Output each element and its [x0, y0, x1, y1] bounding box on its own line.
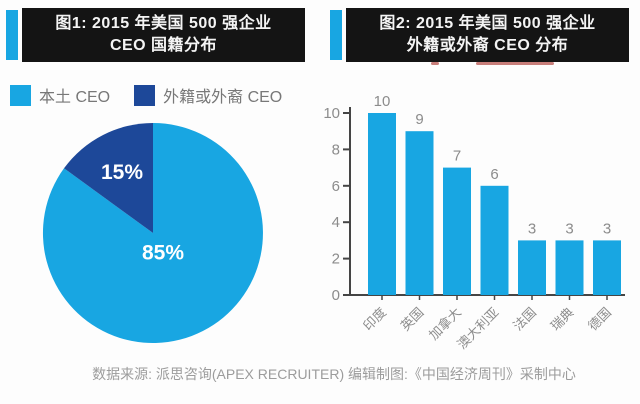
y-axis-tick-label: 8	[332, 141, 340, 158]
figure1-title: 图1: 2015 年美国 500 强企业 CEO 国籍分布	[22, 8, 305, 62]
pie-slice-label: 85%	[142, 242, 184, 265]
figure2-title-line2: 外籍或外裔 CEO 分布	[406, 37, 569, 54]
legend-item-foreign: 外籍或外裔 CEO	[134, 83, 282, 107]
bar-澳大利亚	[480, 185, 509, 295]
pie-slice	[64, 123, 153, 233]
bar-印度	[368, 113, 396, 295]
y-axis-tick-label: 2	[332, 251, 340, 268]
bar-value-label: 10	[374, 93, 391, 110]
figure1-title-line2: CEO 国籍分布	[109, 37, 218, 54]
legend-swatch-foreign	[134, 84, 156, 106]
pie-slice-label: 15%	[101, 161, 143, 184]
x-axis-category-label: 法国	[510, 305, 539, 334]
x-axis-category-label: 德国	[585, 305, 614, 334]
bar-value-label: 3	[565, 220, 573, 237]
y-axis-tick-label: 10	[323, 105, 340, 122]
bar-加拿大	[443, 167, 471, 295]
figure1-accent-bar	[6, 10, 18, 60]
source-caption: 数据来源: 派思咨询(APEX RECRUITER) 编辑制图:《中国经济周刊》…	[92, 366, 576, 382]
bar-value-label: 3	[528, 220, 536, 237]
legend-label-domestic: 本土 CEO	[39, 89, 111, 106]
figure1-title-line1: 图1: 2015 年美国 500 强企业	[55, 14, 272, 32]
x-axis-category-label: 澳大利亚	[454, 305, 501, 352]
bar-瑞典	[555, 240, 584, 295]
bar-德国	[593, 240, 621, 295]
y-axis-tick-label: 6	[332, 178, 340, 195]
pie-chart: 85% 15%	[42, 123, 263, 343]
x-axis-category-label: 印度	[360, 305, 389, 334]
legend-item-domestic: 本土 CEO	[10, 83, 110, 107]
legend-swatch-domestic	[10, 84, 31, 106]
bar-法国	[518, 240, 546, 295]
y-axis-tick-label: 4	[332, 214, 340, 231]
pie-legend: 本土 CEO 外籍或外裔 CEO	[10, 84, 282, 106]
bar-value-label: 7	[453, 148, 461, 165]
red-underline	[476, 62, 554, 65]
legend-label-foreign: 外籍或外裔 CEO	[163, 89, 283, 106]
figure2-title-line1: 图2: 2015 年美国 500 强企业	[379, 14, 596, 32]
red-underline-dot	[431, 62, 439, 65]
bar-value-label: 6	[490, 166, 498, 183]
pie-slice	[42, 123, 263, 343]
x-axis-category-label: 英国	[398, 305, 427, 334]
y-axis-tick-label: 0	[332, 287, 340, 304]
bar-value-label: 3	[603, 220, 611, 237]
figure2-accent-bar	[330, 10, 342, 60]
bar-value-label: 9	[415, 111, 423, 128]
bar-英国	[405, 131, 434, 295]
figure2-title: 图2: 2015 年美国 500 强企业 外籍或外裔 CEO 分布	[346, 8, 629, 62]
x-axis-category-label: 瑞典	[548, 305, 577, 334]
